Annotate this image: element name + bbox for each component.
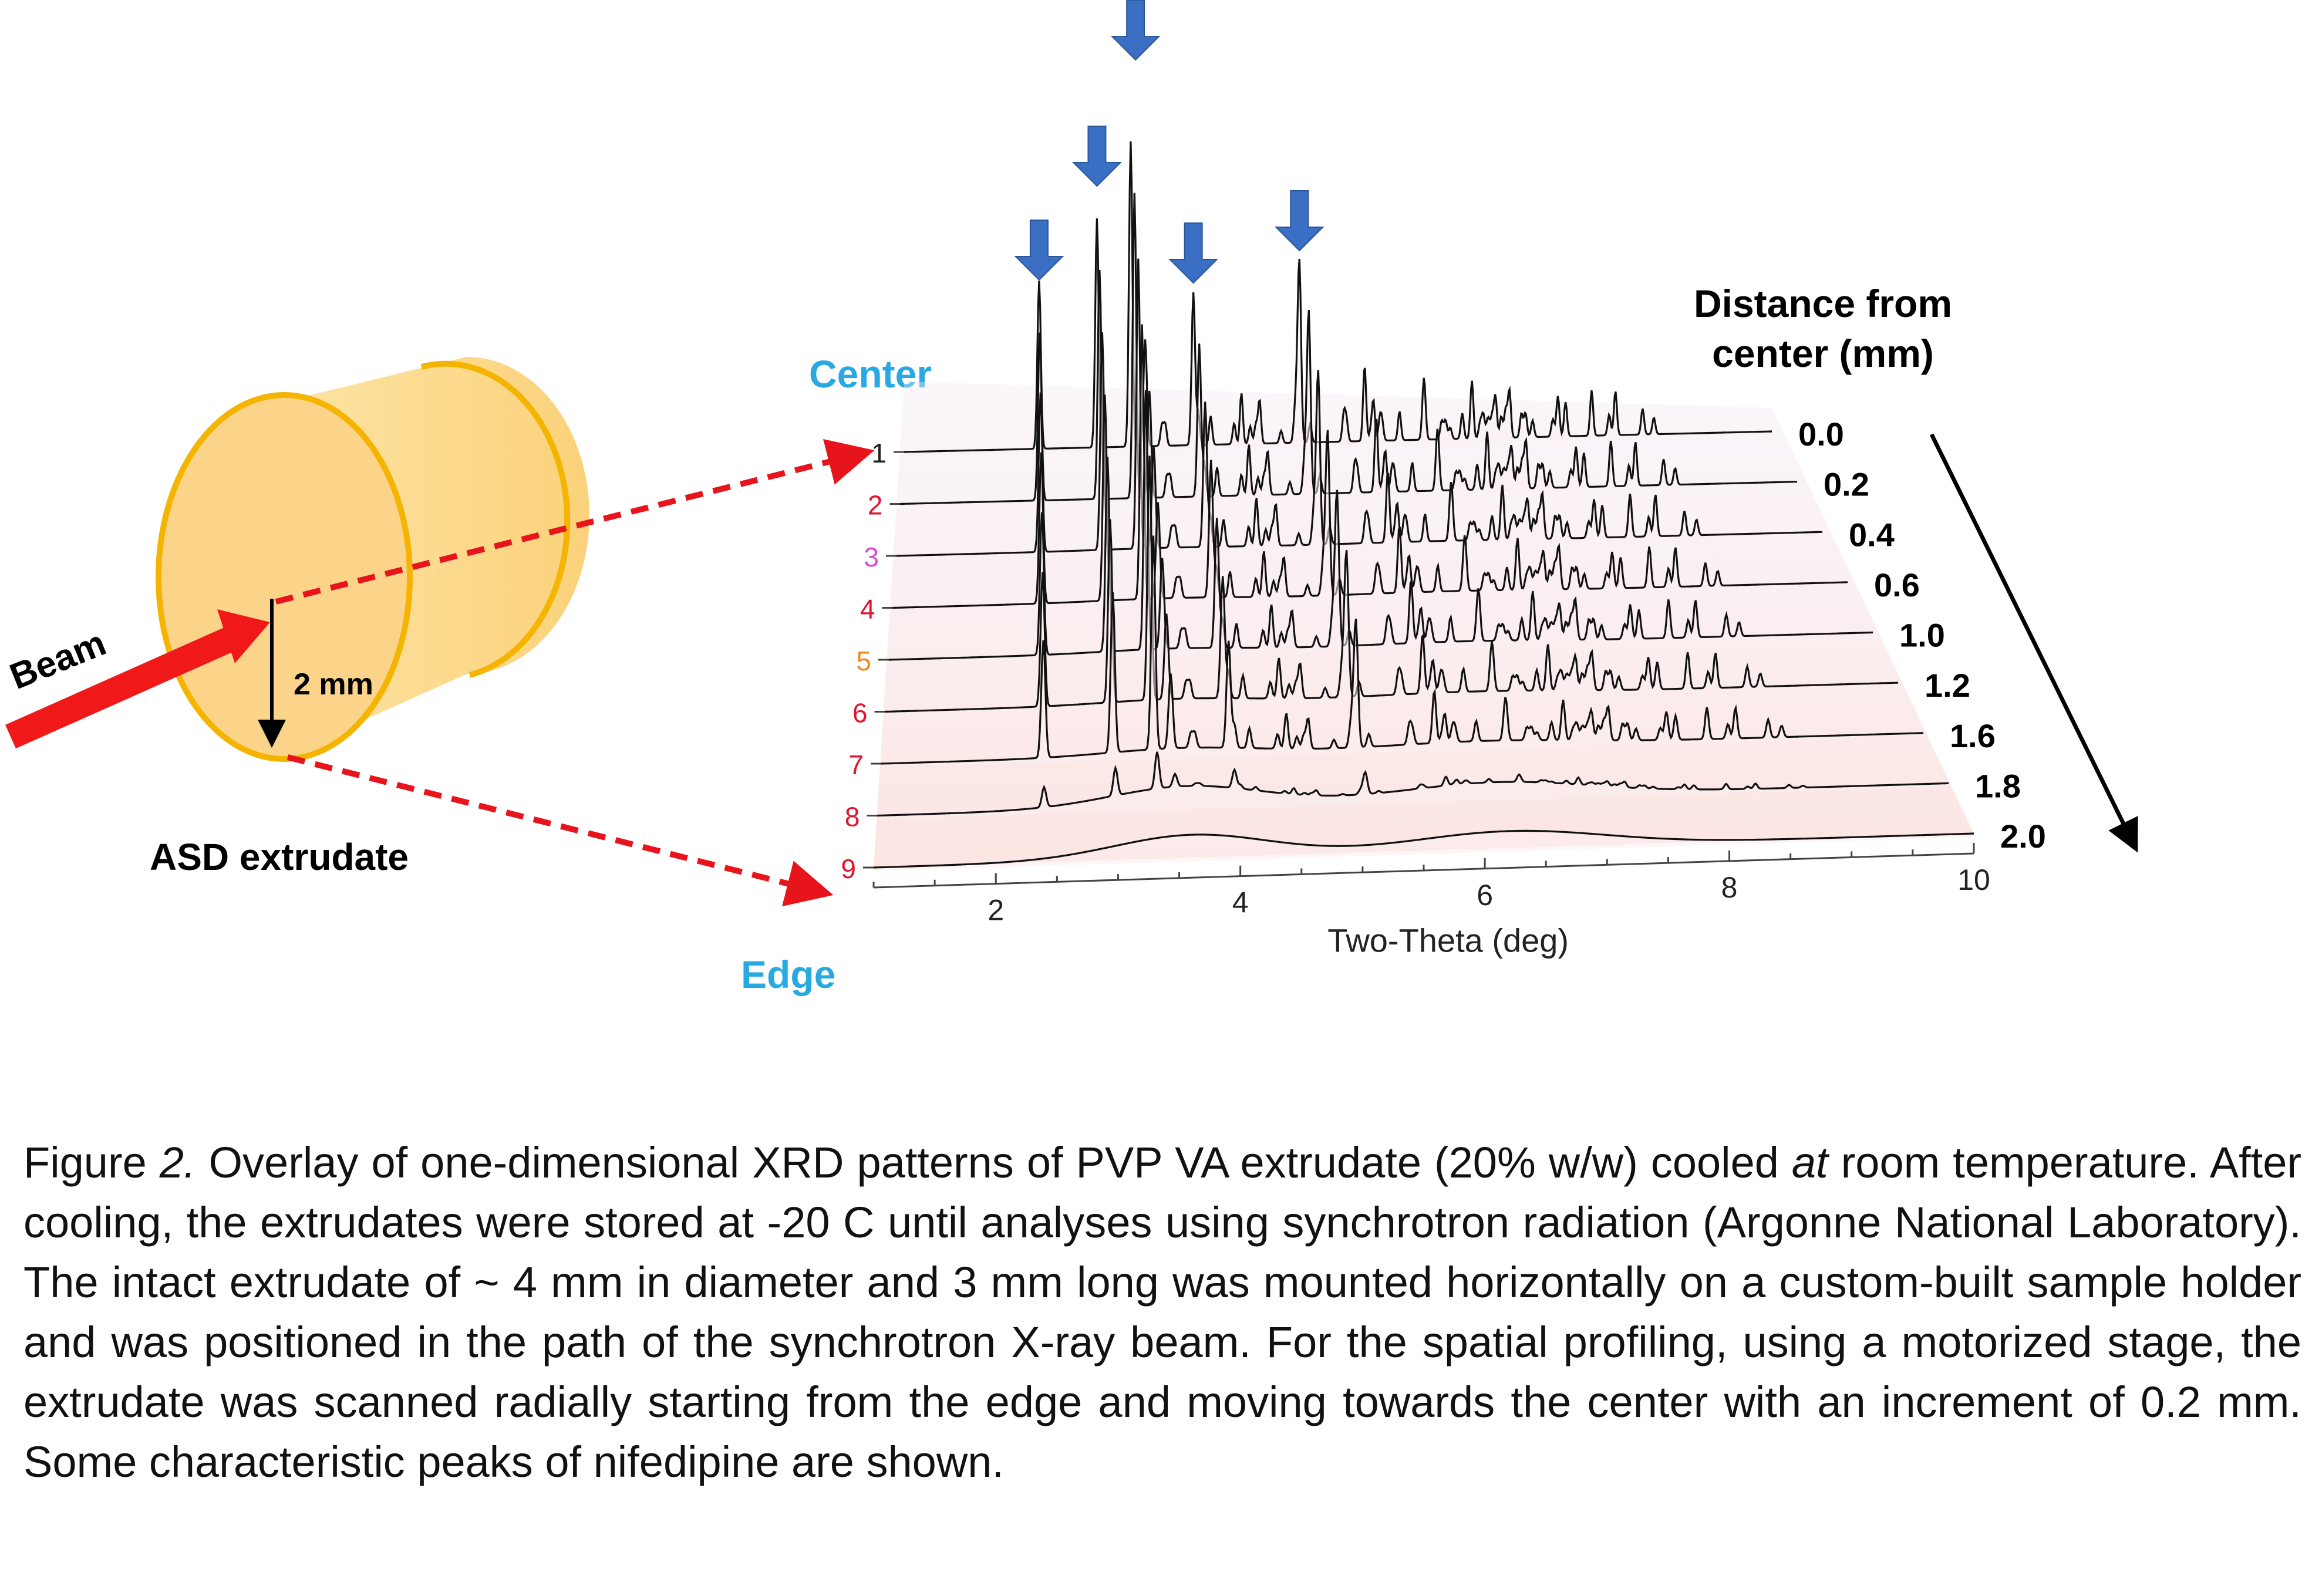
caption-prefix: Figure — [23, 1138, 160, 1187]
xrd-trace-2 — [900, 193, 1798, 505]
extrudate-diagram: 2 mm Beam ASD extrudate — [4, 357, 875, 907]
scan-number-1: 1 — [871, 438, 887, 468]
trace-fill-9 — [874, 831, 1974, 871]
x-tick-label-4: 4 — [1232, 886, 1249, 919]
caption-italic-word: at — [1791, 1138, 1828, 1187]
x-tick-label-8: 8 — [1721, 871, 1738, 904]
xrd-trace-6 — [885, 455, 1899, 713]
distance-label-2.0: 2.0 — [2000, 818, 2046, 855]
x-tick-label-2: 2 — [988, 894, 1004, 927]
xrd-trace-7 — [881, 535, 1924, 765]
beam-arrow — [5, 625, 240, 749]
scan-number-9: 9 — [841, 853, 856, 884]
trace-fill-8 — [877, 751, 1949, 819]
edge-label: Edge — [741, 953, 835, 996]
distance-label-0.6: 0.6 — [1874, 566, 1920, 603]
scan-number-2: 2 — [868, 490, 883, 521]
xrd-trace-4 — [892, 324, 1848, 609]
xrd-trace-9 — [873, 829, 1974, 869]
xrd-trace-1 — [904, 141, 1772, 453]
distance-label-1.8: 1.8 — [1975, 767, 2021, 804]
xrd-waterfall-plot: 1 0.0 2 0.2 3 0.4 4 0.6 5 1.0 6 1.2 7 1.6 8 1.8 9 2.0 2 4 6… — [841, 0, 2046, 959]
sample-label: ASD extrudate — [150, 836, 409, 878]
peak-marker-arrow-5.1 — [1274, 190, 1324, 252]
distance-label-0.0: 0.0 — [1798, 416, 1844, 453]
caption-text-a: Overlay of one-dimensional XRD patterns … — [196, 1138, 1792, 1187]
peak-marker-arrow-3 — [1072, 126, 1122, 187]
distance-label-0.2: 0.2 — [1824, 466, 1869, 503]
cylinder-back-rim — [420, 360, 571, 678]
distance-label-0.4: 0.4 — [1849, 516, 1895, 553]
distance-header-line2: center (mm) — [1712, 332, 1934, 375]
center-projection-line — [275, 438, 875, 605]
scan-number-6: 6 — [852, 698, 868, 728]
figure-panel: 2 mm Beam ASD extrudate Center Edge Dist… — [4, 0, 2138, 996]
peak-marker-arrow-2.4 — [1014, 220, 1064, 281]
radius-label: 2 mm — [294, 667, 373, 701]
distance-header-line1: Distance from — [1694, 282, 1952, 325]
scan-number-4: 4 — [860, 594, 875, 625]
scan-number-5: 5 — [856, 646, 871, 676]
x-axis-title: Two-Theta (deg) — [1327, 922, 1569, 959]
distance-direction-arrow — [1929, 433, 2138, 853]
peak-marker-arrow-4 — [1168, 222, 1219, 284]
scan-number-7: 7 — [848, 750, 864, 780]
distance-label-1.2: 1.2 — [1925, 667, 1970, 704]
xrd-trace-3 — [897, 258, 1823, 557]
peak-marker-arrow-3.4 — [1110, 0, 1161, 61]
distance-label-1.0: 1.0 — [1899, 617, 1945, 654]
xrd-trace-8 — [877, 751, 1949, 817]
beam-arrowhead — [217, 609, 270, 663]
x-tick-label-10: 10 — [1957, 863, 1990, 896]
xrd-trace-5 — [888, 390, 1873, 661]
figure-caption: Figure 2. Overlay of one-dimensional XRD… — [23, 1133, 2301, 1492]
caption-number: 2. — [159, 1138, 196, 1187]
scan-number-8: 8 — [845, 802, 860, 832]
edge-projection-line — [287, 754, 834, 907]
scan-number-3: 3 — [864, 542, 879, 572]
x-tick-label-6: 6 — [1477, 879, 1493, 912]
cylinder-front-face — [156, 392, 413, 762]
caption-text-b: room temperature. After cooling, the ext… — [23, 1138, 2301, 1486]
distance-label-1.6: 1.6 — [1950, 717, 1996, 754]
